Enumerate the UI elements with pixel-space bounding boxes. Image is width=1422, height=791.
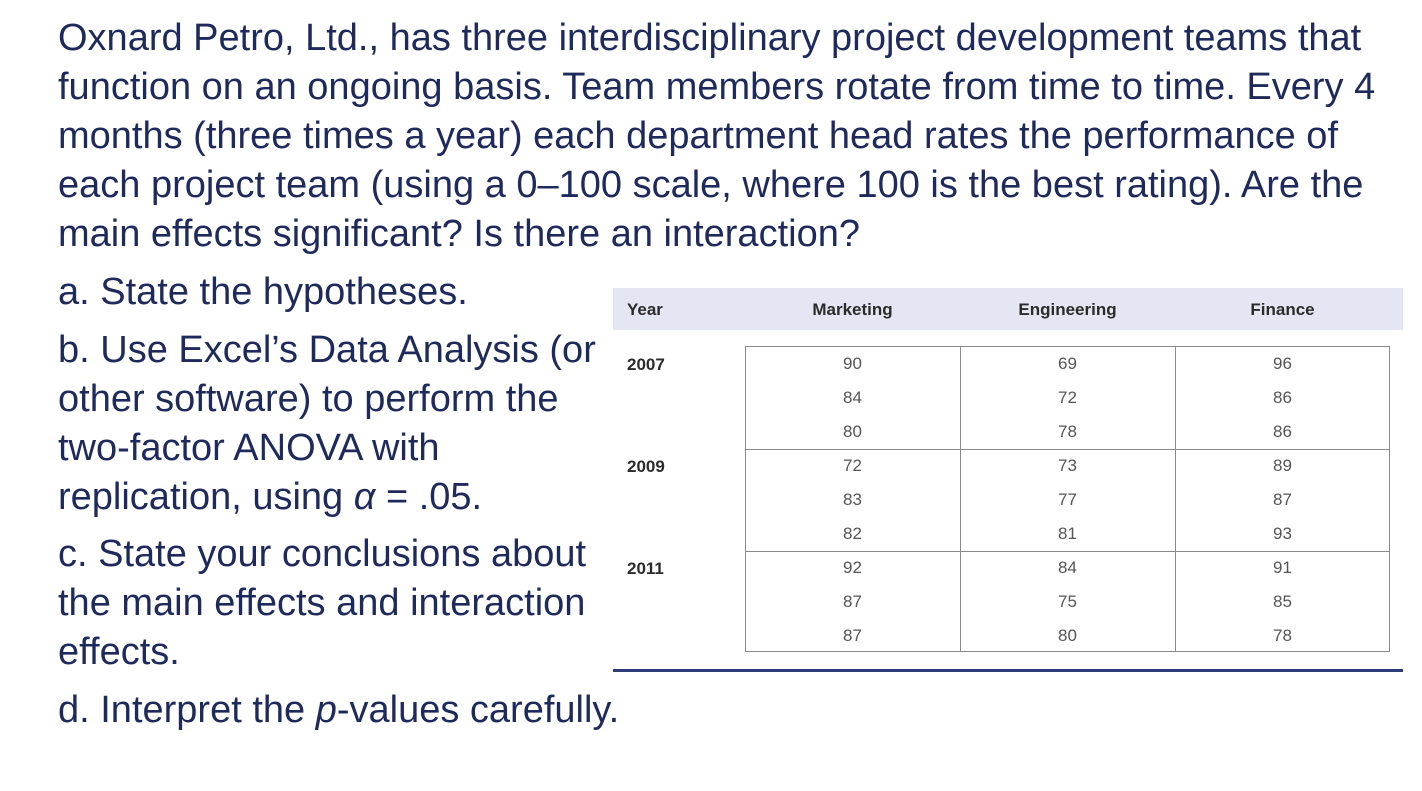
table-cell: 78 xyxy=(1273,626,1292,645)
table-cell: 81 xyxy=(1058,524,1077,543)
ratings-table: Year Marketing Engineering Finance 2007 … xyxy=(613,288,1403,674)
question-c: c. State your conclusions about the main… xyxy=(58,533,587,673)
question-b: b. Use Excel’s Data Analysis (or other s… xyxy=(58,326,603,522)
table-cell: 87 xyxy=(1273,490,1292,509)
p-symbol: p xyxy=(315,689,337,731)
table-cell: 87 xyxy=(843,626,862,645)
question-a: a. State the hypotheses. xyxy=(58,271,468,313)
table-cell: 80 xyxy=(843,422,862,441)
table-cell: 89 xyxy=(1273,456,1292,475)
question-d-text-end: -values carefully. xyxy=(336,689,620,731)
table-cell: 96 xyxy=(1273,354,1292,373)
column-divider xyxy=(960,347,961,651)
header-marketing: Marketing xyxy=(812,300,893,319)
table-cell: 83 xyxy=(843,490,862,509)
table-cell: 84 xyxy=(1058,558,1077,577)
table-cell: 73 xyxy=(1058,456,1077,475)
table-cell: 72 xyxy=(1058,388,1077,407)
question-d: d. Interpret the p-values carefully. xyxy=(58,686,619,735)
table-cell: 78 xyxy=(1058,422,1077,441)
question-b-text: b. Use Excel’s Data Analysis (or other s… xyxy=(58,329,596,518)
table-cell: 69 xyxy=(1058,354,1077,373)
table-cell: 82 xyxy=(843,524,862,543)
table-cell: 77 xyxy=(1058,490,1077,509)
table-cell: 90 xyxy=(843,354,862,373)
table-grid xyxy=(745,346,1390,652)
table-cell: 72 xyxy=(843,456,862,475)
header-finance: Finance xyxy=(1250,300,1315,319)
table-cell: 85 xyxy=(1273,592,1292,611)
table-cell: 93 xyxy=(1273,524,1292,543)
question-b-alpha-value: = .05. xyxy=(375,476,483,518)
group-divider xyxy=(746,449,1389,450)
table-cell: 84 xyxy=(843,388,862,407)
header-engineering: Engineering xyxy=(1018,300,1117,319)
table-cell: 75 xyxy=(1058,592,1077,611)
table-cell: 80 xyxy=(1058,626,1077,645)
column-divider xyxy=(1175,347,1176,651)
year-label: 2009 xyxy=(627,457,665,476)
table-cell: 92 xyxy=(843,558,862,577)
table-cell: 86 xyxy=(1273,388,1292,407)
group-divider xyxy=(746,551,1389,552)
table-cell: 86 xyxy=(1273,422,1292,441)
table-bottom-rule xyxy=(613,669,1403,672)
question-d-text: d. Interpret the xyxy=(58,689,316,731)
year-label: 2007 xyxy=(627,355,665,374)
year-label: 2011 xyxy=(627,559,664,578)
header-year: Year xyxy=(627,300,663,319)
table-header: Year Marketing Engineering Finance xyxy=(613,288,1403,330)
table-cell: 91 xyxy=(1273,558,1292,577)
table-cell: 87 xyxy=(843,592,862,611)
problem-statement: Oxnard Petro, Ltd., has three interdisci… xyxy=(58,17,1376,255)
alpha-symbol: α xyxy=(353,476,376,518)
